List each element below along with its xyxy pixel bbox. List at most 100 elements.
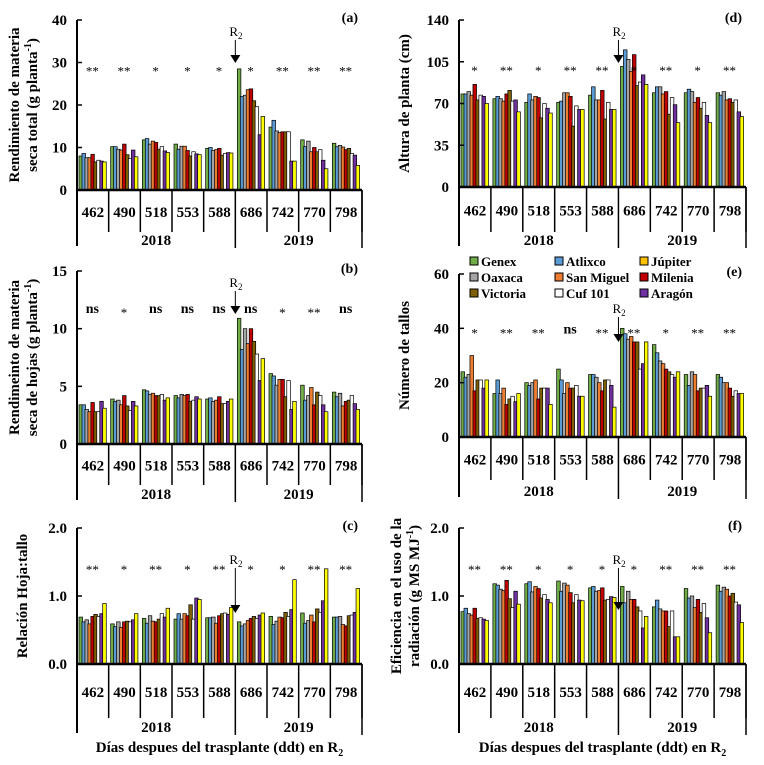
significance-label: ns xyxy=(244,302,258,317)
bar-f-686-júpiter xyxy=(643,616,649,665)
x-tick-label: 742 xyxy=(272,685,295,701)
bar-f-490-júpiter xyxy=(516,603,521,665)
bar-d-518-júpiter xyxy=(548,112,553,188)
bars-b xyxy=(78,317,360,445)
y-tick-label: 0.0 xyxy=(48,657,67,673)
year-label: 2018 xyxy=(524,720,554,736)
significance-label: * xyxy=(152,64,159,79)
year-label: 2018 xyxy=(524,484,554,500)
y-tick-label: 5 xyxy=(60,379,68,395)
x-axis-label-sub: 2 xyxy=(721,748,726,759)
bar-b-686-júpiter xyxy=(260,358,265,445)
bar-a-462-júpiter xyxy=(102,161,107,191)
x-tick-label: 770 xyxy=(687,685,710,701)
significance-label: * xyxy=(121,305,128,320)
r2-arrow-head-icon xyxy=(230,55,241,63)
bar-e-798-júpiter xyxy=(739,393,744,438)
significance-label: ** xyxy=(86,562,99,577)
y-tick-label: 140 xyxy=(427,13,450,29)
y-axis-label-end: ) xyxy=(25,38,41,43)
y-tick-label: 40 xyxy=(434,321,449,337)
x-tick-label: 490 xyxy=(496,204,519,220)
bar-f-553-júpiter xyxy=(580,600,585,665)
significance-label: ** xyxy=(213,562,226,577)
significance-label: * xyxy=(247,562,254,577)
y-tick-label: 0 xyxy=(442,430,450,446)
legend-label: Aragón xyxy=(651,286,694,301)
x-tick-label: 553 xyxy=(177,459,200,475)
x-tick-label: 588 xyxy=(208,459,231,475)
legend-item: Aragón xyxy=(639,286,694,301)
bar-b-588-júpiter xyxy=(229,398,234,445)
bar-c-798-júpiter xyxy=(355,588,360,665)
x-tick-label: 742 xyxy=(272,459,295,475)
bar-d-588-júpiter xyxy=(612,109,617,188)
y-axis-label: Rendimiento de materia xyxy=(7,27,23,182)
x-tick-label: 462 xyxy=(82,685,105,701)
r2-arrow-head-icon xyxy=(230,605,241,613)
bar-d-553-júpiter xyxy=(580,109,585,188)
y-tick-label: 70 xyxy=(434,97,449,113)
y-axis-label: seca de hojas (g planta-1) xyxy=(23,279,41,437)
legend-label: Júpiter xyxy=(651,254,692,269)
significance-label: ns xyxy=(86,302,100,317)
significance-label: * xyxy=(663,325,670,340)
significance-label: * xyxy=(535,63,542,78)
significance-label: * xyxy=(471,63,478,78)
y-tick-label: 35 xyxy=(434,138,449,154)
r2-marker-label: R2 xyxy=(229,275,242,292)
significance-label: ** xyxy=(691,325,704,340)
bars-e xyxy=(460,327,744,438)
x-tick-label: 553 xyxy=(559,685,582,701)
x-tick-label: 462 xyxy=(82,459,105,475)
bar-d-798-júpiter xyxy=(739,116,744,188)
y-axis-label: Relación Hoja:tallo xyxy=(15,534,31,659)
significance-label: * xyxy=(567,562,574,577)
y-tick-label: 20 xyxy=(434,376,449,392)
y-axis-label: radiación (g MS MJ-1) xyxy=(405,525,423,667)
bar-c-490-júpiter xyxy=(134,613,139,665)
panel-label: (d) xyxy=(725,11,742,26)
significance-label: ns xyxy=(563,322,577,337)
r2-arrow-head-icon xyxy=(613,334,624,342)
r2-marker-label: R2 xyxy=(229,552,242,569)
x-tick-label: 588 xyxy=(591,685,614,701)
year-label: 2019 xyxy=(284,720,314,736)
y-axis-label: Eficiencia en el uso de la xyxy=(389,517,405,674)
x-tick-label: 588 xyxy=(591,453,614,469)
significance-label: * xyxy=(535,562,542,577)
bar-d-490-júpiter xyxy=(516,111,521,188)
significance-label: ** xyxy=(723,325,736,340)
bar-e-770-júpiter xyxy=(707,395,713,438)
y-tick-label: 0 xyxy=(442,180,450,196)
year-label: 2019 xyxy=(667,720,697,736)
y-tick-label: 0 xyxy=(60,437,68,453)
bar-c-518-júpiter xyxy=(165,607,170,665)
significance-label: ** xyxy=(500,325,513,340)
significance-label: ** xyxy=(691,562,704,577)
significance-label: ** xyxy=(308,64,321,79)
significance-label: * xyxy=(216,64,223,79)
significance-label: * xyxy=(279,305,286,320)
legend-item: Victoria xyxy=(469,286,526,301)
bar-c-686-júpiter xyxy=(260,612,265,665)
significance-label: * xyxy=(694,63,701,78)
bar-d-742-júpiter xyxy=(675,122,681,188)
legend-swatch xyxy=(469,256,479,266)
bar-b-742-júpiter xyxy=(292,400,297,445)
y-tick-label: 2.0 xyxy=(430,521,449,537)
bar-b-798-júpiter xyxy=(355,409,360,445)
y-axis-label: Altura de planta (cm) xyxy=(397,34,413,173)
y-axis-label-sup: -1 xyxy=(23,284,34,292)
bar-c-770-júpiter xyxy=(324,568,329,665)
bar-d-462-júpiter xyxy=(484,103,489,188)
x-tick-label: 518 xyxy=(145,459,168,475)
x-tick-label: 770 xyxy=(303,459,326,475)
year-label: 2018 xyxy=(524,233,554,249)
y-axis-label-sup: -1 xyxy=(405,530,416,538)
significance-label: ** xyxy=(564,63,577,78)
legend-item: Oaxaca xyxy=(469,270,523,285)
bar-a-553-júpiter xyxy=(197,154,202,191)
y-tick-label: 20 xyxy=(52,98,67,114)
bar-a-686-júpiter xyxy=(260,116,265,191)
